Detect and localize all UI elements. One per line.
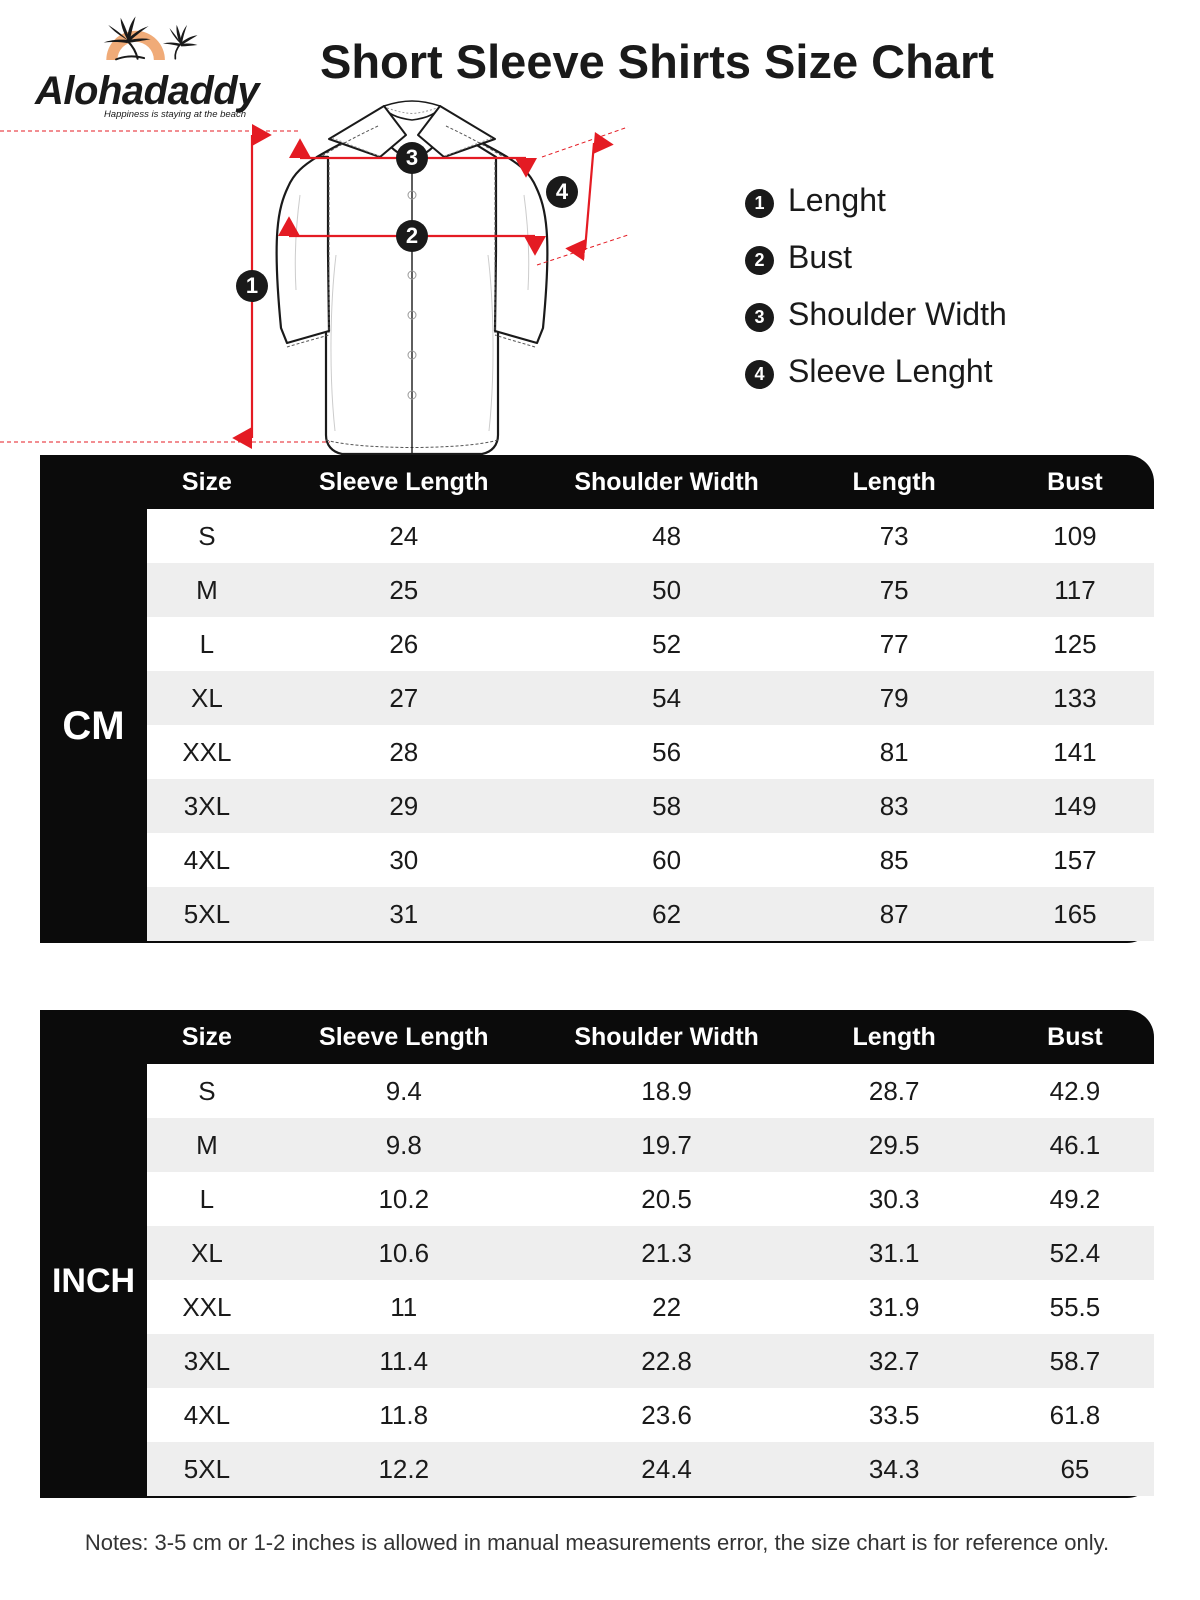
svg-text:1: 1 bbox=[246, 273, 258, 298]
svg-text:4: 4 bbox=[556, 179, 569, 204]
svg-text:2: 2 bbox=[406, 223, 418, 248]
svg-text:3: 3 bbox=[406, 145, 418, 170]
